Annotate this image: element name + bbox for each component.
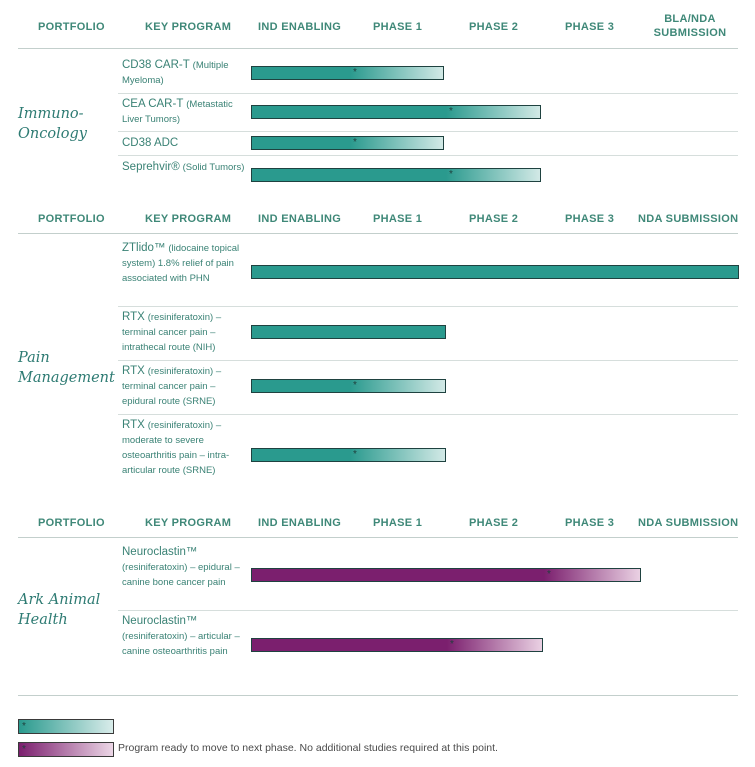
- col-phase-3: PHASE 3: [565, 213, 615, 225]
- progress-bar: *: [251, 66, 444, 80]
- ready-star: *: [449, 169, 453, 180]
- program-desc: (lidocaine topical system) 1.8% relief o…: [122, 243, 240, 284]
- program-name: RTX: [122, 311, 145, 323]
- portfolio-line: Pain: [18, 350, 50, 366]
- col-phase-3: PHASE 3: [565, 21, 615, 33]
- ready-star: *: [22, 721, 26, 732]
- legend-swatch-purple: *: [18, 742, 114, 757]
- program-label: RTX (resiniferatoxin) – moderate to seve…: [122, 418, 250, 478]
- ready-star: *: [353, 380, 357, 391]
- footer-divider: [18, 695, 738, 696]
- portfolio-ark-animal-health: Ark Animal Health: [18, 590, 100, 630]
- program-desc: (Metastatic Liver Tumors): [122, 99, 233, 125]
- col-phase-1: PHASE 1: [373, 213, 423, 225]
- ready-star: *: [450, 639, 454, 650]
- col-phase-3: PHASE 3: [565, 517, 615, 529]
- row-divider: [118, 93, 738, 94]
- program-desc: (resiniferatoxin) – terminal cancer pain…: [122, 366, 222, 407]
- program-label: Neuroclastin™ (resiniferatoxin) – epidur…: [122, 545, 250, 590]
- program-label: Seprehvir® (Solid Tumors): [122, 160, 250, 175]
- program-name: RTX: [122, 365, 145, 377]
- legend-text: Program ready to move to next phase. No …: [118, 742, 498, 754]
- row-divider: [118, 610, 738, 611]
- program-name: ZTlido™: [122, 242, 166, 254]
- program-label: ZTlido™ (lidocaine topical system) 1.8% …: [122, 241, 250, 286]
- header-divider: [18, 537, 738, 538]
- col-phase-2: PHASE 2: [469, 213, 519, 225]
- program-label: RTX (resiniferatoxin) – terminal cancer …: [122, 364, 250, 409]
- program-desc: (resiniferatoxin) – epidural – canine bo…: [122, 562, 240, 588]
- progress-bar: *: [251, 136, 444, 150]
- col-ind-enabling: IND ENABLING: [258, 21, 342, 33]
- header-divider: [18, 233, 738, 234]
- program-label: CD38 CAR-T (Multiple Myeloma): [122, 58, 250, 88]
- legend-swatch-teal: *: [18, 719, 114, 734]
- col-submission: NDA SUBMISSION: [638, 213, 739, 225]
- portfolio-immuno-oncology: Immuno- Oncology: [18, 104, 87, 144]
- portfolio-line: Health: [18, 612, 68, 628]
- col-portfolio: PORTFOLIO: [38, 21, 105, 33]
- col-phase-1: PHASE 1: [373, 517, 423, 529]
- program-desc: (resiniferatoxin) – terminal cancer pain…: [122, 312, 222, 353]
- col-portfolio: PORTFOLIO: [38, 213, 105, 225]
- row-divider: [118, 360, 738, 361]
- program-name: CD38 ADC: [122, 137, 179, 149]
- ready-star: *: [547, 569, 551, 580]
- portfolio-pain-management: Pain Management: [18, 348, 115, 388]
- row-divider: [118, 306, 738, 307]
- progress-bar: *: [251, 379, 446, 393]
- row-divider: [118, 414, 738, 415]
- program-desc: (Solid Tumors): [182, 162, 245, 173]
- portfolio-line: Immuno-: [18, 106, 84, 122]
- portfolio-line: Ark Animal: [18, 592, 101, 608]
- table-header: PORTFOLIO KEY PROGRAM IND ENABLING PHASE…: [0, 12, 755, 46]
- program-name: RTX: [122, 419, 145, 431]
- program-name: CD38 CAR-T: [122, 59, 190, 71]
- col-portfolio: PORTFOLIO: [38, 517, 105, 529]
- progress-bar: *: [251, 105, 541, 119]
- program-name: CEA CAR-T: [122, 98, 184, 110]
- ready-star: *: [353, 449, 357, 460]
- col-submission: NDA SUBMISSION: [638, 517, 739, 529]
- ready-star: *: [353, 137, 357, 148]
- col-key-program: KEY PROGRAM: [145, 517, 232, 529]
- program-desc: (Multiple Myeloma): [122, 60, 229, 86]
- progress-bar: [251, 265, 739, 279]
- program-name: Neuroclastin™: [122, 615, 198, 627]
- table-header: PORTFOLIO KEY PROGRAM IND ENABLING PHASE…: [0, 204, 755, 238]
- portfolio-line: Management: [18, 370, 115, 386]
- program-desc: (resiniferatoxin) – moderate to severe o…: [122, 420, 230, 476]
- progress-bar: *: [251, 568, 641, 582]
- program-label: RTX (resiniferatoxin) – terminal cancer …: [122, 310, 250, 355]
- program-name: Seprehvir®: [122, 161, 180, 173]
- col-ind-enabling: IND ENABLING: [258, 517, 342, 529]
- program-desc: (resiniferatoxin) – articular – canine o…: [122, 631, 240, 657]
- program-label: Neuroclastin™ (resiniferatoxin) – articu…: [122, 614, 250, 659]
- ready-star: *: [449, 106, 453, 117]
- progress-bar: *: [251, 168, 541, 182]
- program-label: CD38 ADC: [122, 136, 250, 151]
- row-divider: [118, 155, 738, 156]
- ready-star: *: [353, 67, 357, 78]
- program-name: Neuroclastin™: [122, 546, 198, 558]
- progress-bar: [251, 325, 446, 339]
- col-phase-2: PHASE 2: [469, 517, 519, 529]
- header-divider: [18, 48, 738, 49]
- progress-bar: *: [251, 638, 543, 652]
- col-phase-1: PHASE 1: [373, 21, 423, 33]
- col-ind-enabling: IND ENABLING: [258, 213, 342, 225]
- row-divider: [118, 131, 738, 132]
- col-key-program: KEY PROGRAM: [145, 213, 232, 225]
- col-key-program: KEY PROGRAM: [145, 21, 232, 33]
- portfolio-line: Oncology: [18, 126, 87, 142]
- program-label: CEA CAR-T (Metastatic Liver Tumors): [122, 97, 250, 127]
- progress-bar: *: [251, 448, 446, 462]
- col-submission: BLA/NDA SUBMISSION: [653, 13, 727, 39]
- col-phase-2: PHASE 2: [469, 21, 519, 33]
- ready-star: *: [22, 744, 26, 755]
- table-header: PORTFOLIO KEY PROGRAM IND ENABLING PHASE…: [0, 508, 755, 542]
